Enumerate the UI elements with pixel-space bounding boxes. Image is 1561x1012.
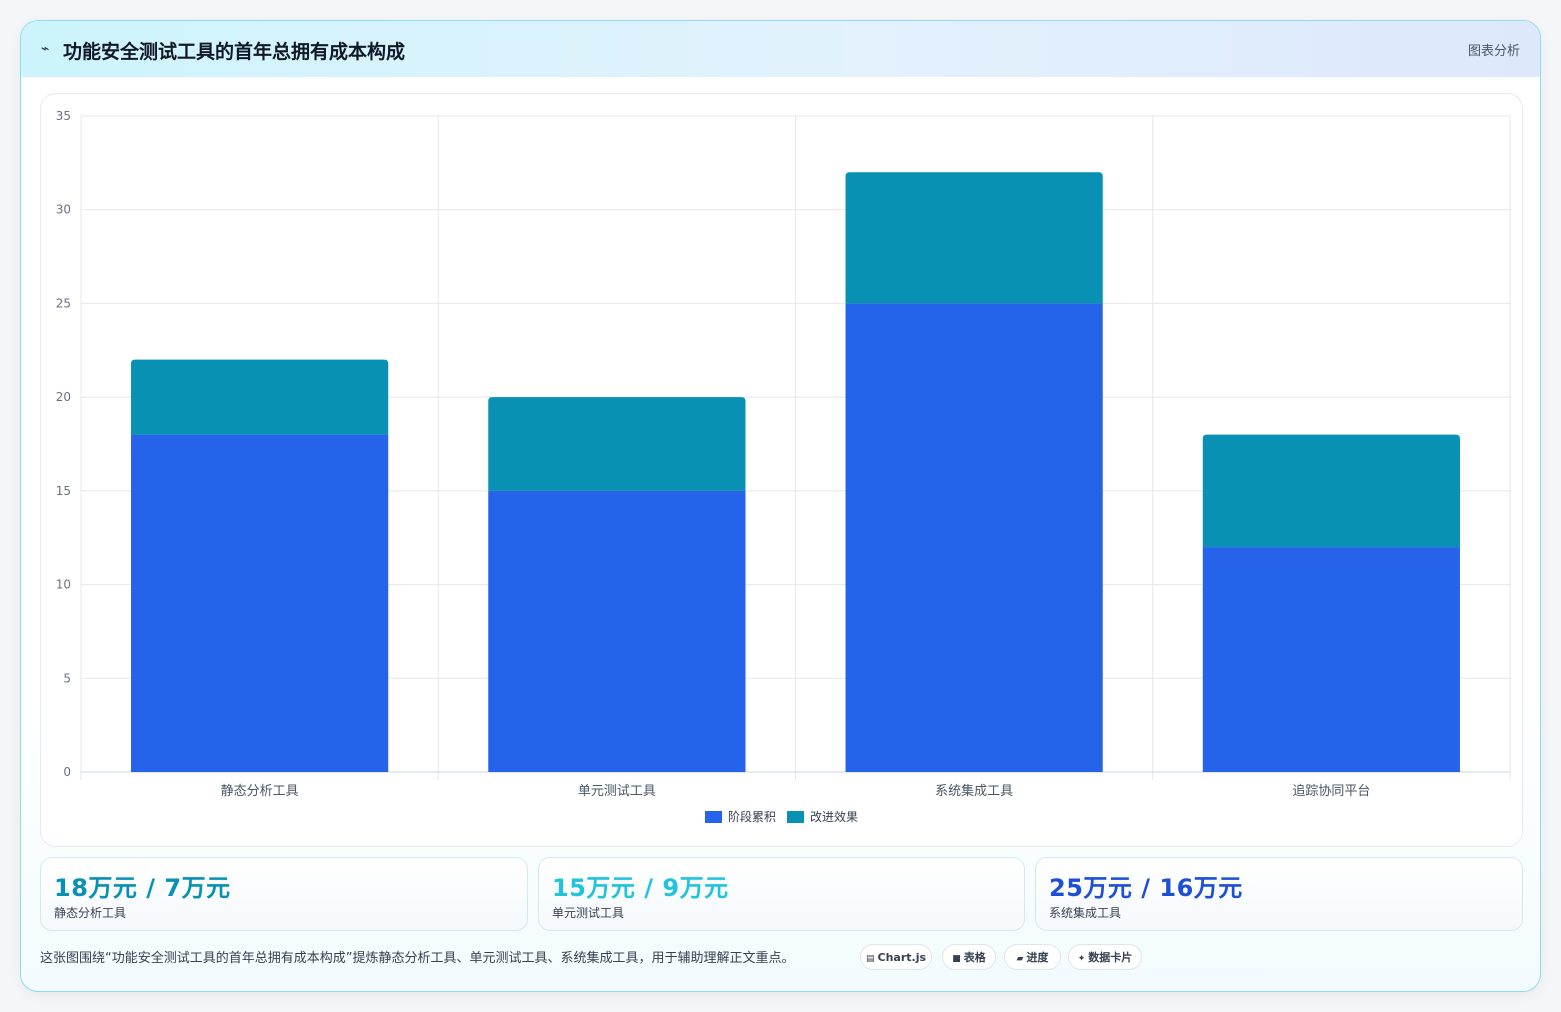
chip-label: Chart.js <box>877 951 927 964</box>
chart-panel: 0 5 10 15 20 25 30 35 静态分析工具 单元测试工具 系统集成工具 追踪协同平台阶段… <box>40 93 1523 847</box>
stat-card-3: 25万元 / 16万元 系统集成工具 <box>1035 857 1523 931</box>
x-tick-label: 系统集成工具 <box>935 783 1013 799</box>
bar-segment-2 <box>845 172 1103 304</box>
progress-chip[interactable]: ▰ 进度 <box>1004 944 1061 970</box>
sparkle-icon: ✦ <box>1077 954 1086 964</box>
stat-value: 25万元 / 16万元 <box>1049 874 1243 902</box>
bar-segment-2 <box>131 359 389 435</box>
x-tick-label: 静态分析工具 <box>221 784 299 799</box>
bar-segment-1 <box>845 303 1103 772</box>
bar-segment-1 <box>1202 547 1460 772</box>
page-title: 功能安全测试工具的首年总拥有成本构成 <box>63 41 406 63</box>
stat-card-2: 15万元 / 9万元 单元测试工具 <box>538 857 1025 931</box>
chip-label: 表格 <box>963 951 986 964</box>
y-tick-label: 5 <box>63 671 71 685</box>
bar-segment-2 <box>1202 434 1460 548</box>
stat-label: 静态分析工具 <box>54 906 127 920</box>
legend-swatch <box>705 811 722 823</box>
chart-icon: ⌁ <box>41 41 50 57</box>
stat-label: 单元测试工具 <box>552 906 625 920</box>
y-tick-label: 15 <box>56 484 71 498</box>
legend-swatch <box>787 811 804 823</box>
chartjs-chip[interactable]: ▤ Chart.js <box>860 944 932 970</box>
chip-label: 数据卡片 <box>1088 951 1133 964</box>
stacked-bar-chart: 0 5 10 15 20 25 30 35 静态分析工具 单元测试工具 系统集成工具 追踪协同平台阶段… <box>56 109 1511 824</box>
y-tick-label: 20 <box>56 390 71 404</box>
legend-label: 阶段累积 <box>728 809 776 824</box>
stat-value: 15万元 / 9万元 <box>552 874 729 902</box>
bar-segment-1 <box>131 434 389 772</box>
chart-card: ⌁ 功能安全测试工具的首年总拥有成本构成 图表分析 0 5 10 15 20 25 30 35… <box>20 20 1541 992</box>
x-tick-label: 追踪协同平台 <box>1292 783 1370 799</box>
stat-card-1: 18万元 / 7万元 静态分析工具 <box>40 857 528 931</box>
progress-icon: ▰ <box>1016 954 1024 964</box>
table-chip[interactable]: ■ 表格 <box>942 944 996 970</box>
bar-segment-2 <box>488 397 746 491</box>
y-tick-label: 10 <box>56 578 71 592</box>
stat-value: 18万元 / 7万元 <box>54 874 231 902</box>
bar-segment-1 <box>488 490 746 772</box>
chip-label: 进度 <box>1026 951 1049 964</box>
y-tick-label: 25 <box>56 296 71 310</box>
stat-label: 系统集成工具 <box>1049 906 1122 920</box>
chart-caption: 这张图围绕“功能安全测试工具的首年总拥有成本构成”提炼静态分析工具、单元测试工具… <box>40 951 795 966</box>
table-icon: ■ <box>952 954 961 964</box>
y-tick-label: 0 <box>63 765 71 779</box>
legend-label: 改进效果 <box>810 809 858 824</box>
data-card-chip[interactable]: ✦ 数据卡片 <box>1068 944 1142 970</box>
y-tick-label: 30 <box>56 203 71 217</box>
x-tick-label: 单元测试工具 <box>578 784 656 799</box>
category-tag: 图表分析 <box>1467 44 1520 59</box>
card-header: ⌁ 功能安全测试工具的首年总拥有成本构成 图表分析 <box>21 21 1540 77</box>
y-tick-label: 35 <box>56 109 71 123</box>
chart-icon: ▤ <box>865 954 875 964</box>
